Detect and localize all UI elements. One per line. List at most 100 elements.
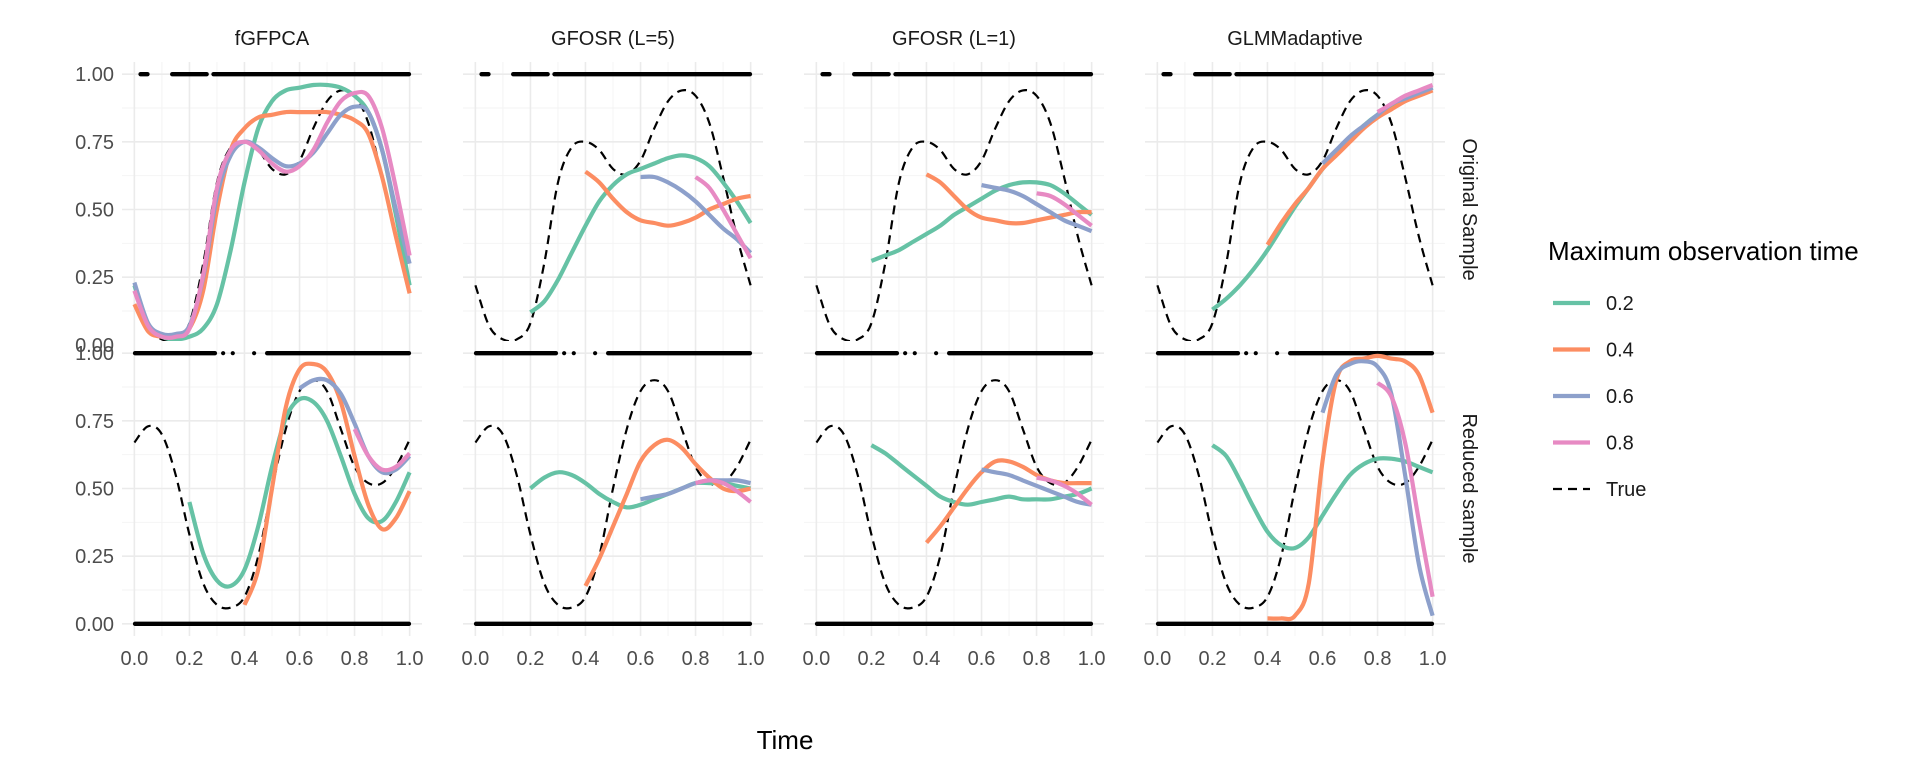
legend-label: 0.4 (1606, 340, 1634, 362)
x-tick-label: 1.0 (1419, 648, 1447, 670)
series-line-0-6 (640, 174, 753, 255)
true-curve (1156, 379, 1434, 610)
y-tick-label: 0.00 (75, 335, 114, 357)
strip-label-col: fGFPCA (235, 28, 310, 50)
observations (1155, 350, 1435, 627)
y-tick-label: 1.00 (75, 64, 114, 86)
y-tick-label: 0.75 (75, 132, 114, 154)
observation-ones (138, 71, 150, 77)
observation-ones (211, 71, 412, 77)
observation-ones (820, 71, 832, 77)
x-tick-label: 0.8 (1023, 648, 1051, 670)
series-line-0-8 (352, 428, 412, 473)
true-curve (474, 89, 752, 343)
series-line-0-8 (132, 89, 412, 340)
observation-ones (552, 71, 753, 77)
observation-ones (593, 351, 598, 356)
series-line-0-8 (694, 175, 753, 260)
y-tick-label: 0.50 (75, 479, 114, 501)
series-line-0-4 (242, 361, 412, 606)
observation-ones (252, 351, 257, 356)
series-line-0-6 (132, 104, 412, 338)
x-tick-label: 1.0 (396, 648, 424, 670)
observation-ones (946, 350, 1094, 356)
observation-ones (264, 350, 412, 356)
strip-label-row: Reduced sample (1458, 413, 1480, 563)
y-tick-label: 0.00 (75, 614, 114, 636)
x-tick-label: 0.2 (176, 648, 204, 670)
legend: 0.2 0.4 0.6 0.8 True (1553, 293, 1646, 501)
series-line-0-6 (1321, 85, 1434, 165)
x-tick-label: 1.0 (737, 648, 765, 670)
legend-label: 0.2 (1606, 293, 1634, 315)
series-line-0-4 (584, 169, 751, 228)
observation-ones (1155, 350, 1241, 356)
series-line-0-4 (1265, 88, 1434, 246)
panel-reduced-sample-gfosr-l-5 (463, 341, 763, 636)
series-line-0-8 (1376, 83, 1434, 114)
observation-ones (170, 71, 209, 77)
x-tick-label: 0.4 (913, 648, 941, 670)
x-tick-label: 0.0 (1143, 648, 1171, 670)
x-tick-label: 0.8 (341, 648, 369, 670)
x-tick-label: 0.2 (1199, 648, 1227, 670)
true-curve (815, 89, 1093, 343)
series-line-0-6 (981, 467, 1092, 507)
series-line-0-2 (870, 443, 1093, 507)
x-tick-label: 0.2 (517, 648, 545, 670)
observation-ones (1253, 351, 1258, 356)
y-tick-label: 0.25 (75, 546, 114, 568)
series-line-0-2 (187, 395, 412, 589)
x-tick-label: 0.6 (968, 648, 996, 670)
series-line-0-8 (695, 478, 752, 504)
observations (473, 350, 753, 627)
observation-ones (934, 351, 939, 356)
legend-label: True (1606, 479, 1646, 501)
true-curve (815, 379, 1093, 610)
observation-zeros (473, 621, 753, 627)
facet-strips: fGFPCA GFOSR (L=5) GFOSR (L=1) GLMMadaptive… (235, 28, 1480, 564)
observation-ones (852, 71, 891, 77)
observation-ones (511, 71, 550, 77)
panel-original-sample-gfosr-l-5 (463, 62, 763, 357)
true-curve (474, 379, 752, 610)
x-tick-label: 0.8 (1364, 648, 1392, 670)
x-tick-label: 0.4 (1254, 648, 1282, 670)
y-tick-label: 0.75 (75, 411, 114, 433)
observation-zeros (1155, 621, 1435, 627)
observation-ones (605, 350, 753, 356)
legend-item-0-2: 0.2 (1553, 293, 1634, 315)
series-line-0-4 (583, 437, 752, 587)
observation-ones (903, 351, 908, 356)
observation-ones (230, 351, 235, 356)
observations (814, 350, 1094, 627)
observation-ones (1287, 350, 1435, 356)
observation-ones (132, 350, 218, 356)
legend-item-0-4: 0.4 (1553, 340, 1634, 362)
series-line-0-6 (981, 183, 1093, 234)
legend-label: 0.6 (1606, 386, 1634, 408)
legend-item-0-6: 0.6 (1553, 386, 1634, 408)
observation-ones (221, 351, 226, 356)
observation-ones (1161, 71, 1173, 77)
series-line-0-6 (298, 376, 412, 476)
series-line-0-2 (1211, 443, 1434, 551)
y-tick-label: 0.50 (75, 200, 114, 222)
series-line-0-8 (1376, 381, 1435, 598)
x-tick-label: 0.8 (682, 648, 710, 670)
axes: 0.00 0.25 0.50 0.75 1.00 0.0 0.2 0.4 0.6 0.8 1.0 0.… (75, 64, 1446, 670)
x-axis-title: Time (757, 725, 814, 755)
series-line-0-2 (529, 153, 753, 315)
x-tick-label: 0.6 (627, 648, 655, 670)
legend-item-true: True (1553, 479, 1646, 501)
panel-reduced-sample-gfosr-l-1 (804, 341, 1104, 636)
x-tick-label: 0.0 (802, 648, 830, 670)
panels (122, 62, 1445, 636)
series-line-0-8 (1036, 475, 1093, 507)
x-tick-label: 0.2 (858, 648, 886, 670)
x-tick-label: 1.0 (1078, 648, 1106, 670)
observation-ones (571, 351, 576, 356)
panel-reduced-sample-glmmadaptive (1145, 341, 1445, 636)
legend-title: Maximum observation time (1548, 236, 1859, 266)
